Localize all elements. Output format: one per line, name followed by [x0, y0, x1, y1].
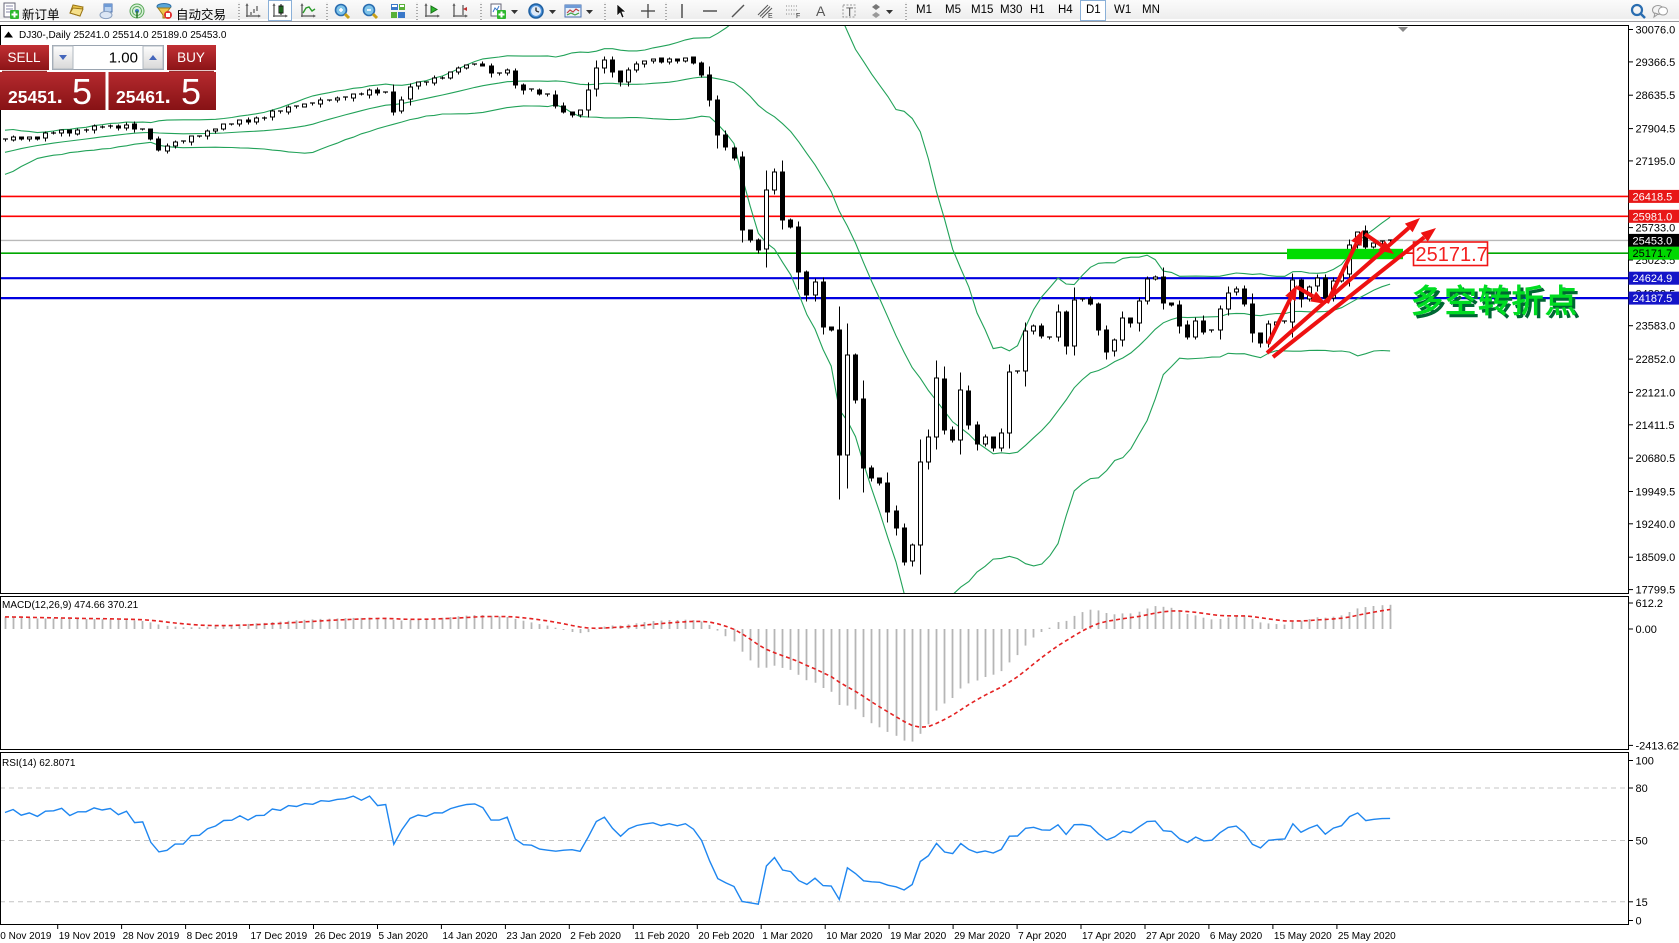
svg-text:10 Mar 2020: 10 Mar 2020 — [826, 931, 883, 942]
svg-text:24624.9: 24624.9 — [1633, 273, 1673, 285]
svg-text:19949.5: 19949.5 — [1636, 487, 1676, 499]
svg-text:0.00: 0.00 — [1636, 624, 1657, 636]
svg-text:2 Feb 2020: 2 Feb 2020 — [570, 931, 621, 942]
svg-text:29366.5: 29366.5 — [1636, 57, 1676, 69]
svg-text:22121.0: 22121.0 — [1636, 387, 1676, 399]
svg-text:SELL: SELL — [7, 50, 41, 65]
svg-text:20680.5: 20680.5 — [1636, 453, 1676, 465]
svg-text:25171.7: 25171.7 — [1416, 244, 1488, 266]
svg-text:19 Mar 2020: 19 Mar 2020 — [890, 931, 947, 942]
svg-text:BUY: BUY — [177, 50, 205, 65]
svg-text:15 May 2020: 15 May 2020 — [1274, 931, 1332, 942]
svg-text:6 May 2020: 6 May 2020 — [1210, 931, 1263, 942]
svg-text:5: 5 — [181, 71, 201, 112]
svg-text:8 Dec 2019: 8 Dec 2019 — [187, 931, 239, 942]
svg-text:29 Mar 2020: 29 Mar 2020 — [954, 931, 1011, 942]
svg-text:20 Feb 2020: 20 Feb 2020 — [698, 931, 755, 942]
svg-text:MACD(12,26,9) 474.66 370.21: MACD(12,26,9) 474.66 370.21 — [2, 600, 139, 611]
svg-text:1.00: 1.00 — [109, 50, 138, 67]
svg-text:28635.5: 28635.5 — [1636, 90, 1676, 102]
svg-text:24187.5: 24187.5 — [1633, 293, 1673, 305]
svg-text:RSI(14) 62.8071: RSI(14) 62.8071 — [2, 758, 76, 769]
svg-text:27904.5: 27904.5 — [1636, 124, 1676, 136]
svg-text:30076.0: 30076.0 — [1636, 25, 1676, 37]
svg-text:多空转折点: 多空转折点 — [1411, 283, 1579, 319]
svg-text:25451.: 25451. — [8, 83, 63, 108]
svg-text:23 Jan 2020: 23 Jan 2020 — [506, 931, 561, 942]
svg-text:5: 5 — [72, 71, 92, 112]
svg-text:多空转折点: 多空转折点 — [1414, 286, 1582, 322]
svg-text:10 Nov 2019: 10 Nov 2019 — [0, 931, 52, 942]
svg-text:27195.0: 27195.0 — [1636, 156, 1676, 168]
svg-text:50: 50 — [1636, 836, 1648, 848]
svg-text:11 Feb 2020: 11 Feb 2020 — [634, 931, 690, 942]
svg-text:17799.5: 17799.5 — [1636, 585, 1676, 597]
svg-text:A: A — [816, 3, 826, 19]
svg-text:25171.7: 25171.7 — [1633, 248, 1673, 260]
svg-text:22852.0: 22852.0 — [1636, 354, 1676, 366]
svg-text:100: 100 — [1636, 756, 1654, 768]
svg-text:0: 0 — [1636, 916, 1642, 928]
svg-text:23583.0: 23583.0 — [1636, 321, 1676, 333]
svg-text:26418.5: 26418.5 — [1633, 191, 1673, 203]
svg-text:26 Dec 2019: 26 Dec 2019 — [315, 931, 372, 942]
svg-text:7 Apr 2020: 7 Apr 2020 — [1018, 931, 1067, 942]
svg-text:18509.0: 18509.0 — [1636, 552, 1676, 564]
svg-text:28 Nov 2019: 28 Nov 2019 — [123, 931, 180, 942]
svg-text:25733.0: 25733.0 — [1636, 223, 1676, 235]
svg-text:17 Dec 2019: 17 Dec 2019 — [251, 931, 308, 942]
svg-text:25 May 2020: 25 May 2020 — [1338, 931, 1396, 942]
svg-text:5 Jan 2020: 5 Jan 2020 — [379, 931, 429, 942]
svg-text:E: E — [768, 13, 773, 20]
svg-text:F: F — [796, 13, 800, 20]
svg-text:27 Apr 2020: 27 Apr 2020 — [1146, 931, 1200, 942]
svg-text:19240.0: 19240.0 — [1636, 519, 1676, 531]
svg-text:80: 80 — [1636, 783, 1648, 795]
svg-text:15: 15 — [1636, 897, 1648, 909]
svg-text:612.2: 612.2 — [1636, 598, 1664, 610]
svg-text:25453.0: 25453.0 — [1633, 235, 1673, 247]
svg-text:DJ30-,Daily 25241.0 25514.0 2: DJ30-,Daily 25241.0 25514.0 25189.0 2545… — [19, 30, 227, 41]
svg-text:T: T — [846, 5, 854, 19]
svg-text:19 Nov 2019: 19 Nov 2019 — [59, 931, 116, 942]
svg-text:25981.0: 25981.0 — [1633, 211, 1673, 223]
svg-text:17 Apr 2020: 17 Apr 2020 — [1082, 931, 1136, 942]
svg-text:25461.: 25461. — [116, 83, 171, 108]
svg-text:1 Mar 2020: 1 Mar 2020 — [762, 931, 813, 942]
svg-text:21411.5: 21411.5 — [1636, 420, 1675, 432]
svg-text:-2413.62: -2413.62 — [1636, 740, 1679, 752]
svg-text:14 Jan 2020: 14 Jan 2020 — [442, 931, 497, 942]
